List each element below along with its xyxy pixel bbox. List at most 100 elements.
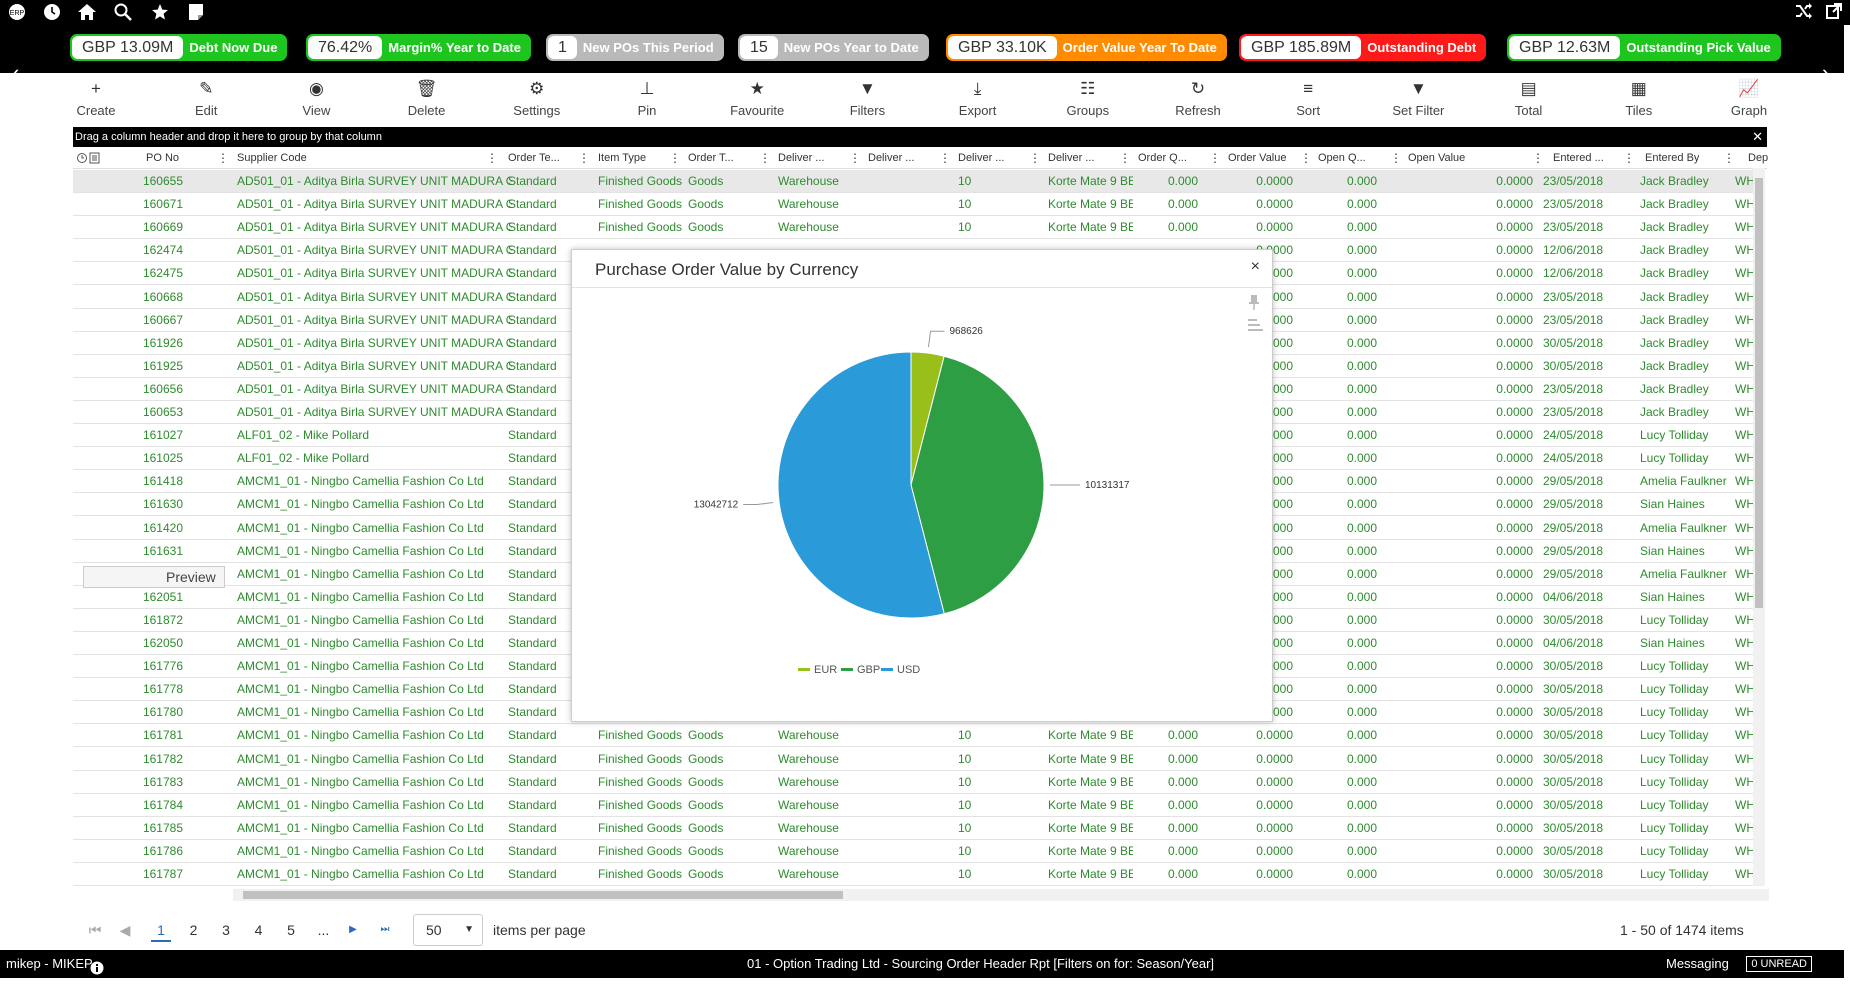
legend-label[interactable]: EUR: [814, 664, 837, 676]
column-header[interactable]: Order Q...: [1138, 152, 1187, 164]
column-menu-icon[interactable]: ⋮: [1623, 151, 1635, 165]
page-link[interactable]: 1: [151, 918, 171, 942]
toolbar-refresh-button[interactable]: ↻ Refresh: [1153, 79, 1243, 118]
export-window-icon[interactable]: [1826, 3, 1842, 24]
kpi-next-arrow-icon[interactable]: ›: [1822, 60, 1830, 85]
table-row[interactable]: 161784 AMCM1_01 - Ningbo Camellia Fashion…: [73, 794, 1759, 817]
kpi-tile[interactable]: 15 New POs Year to Date: [738, 34, 929, 61]
toolbar-settings-button[interactable]: ⚙ Settings: [492, 79, 582, 118]
chart-menu-icon[interactable]: [1247, 318, 1263, 337]
last-page-icon[interactable]: ⏭: [380, 924, 390, 935]
pie-slice-gbp[interactable]: [910, 355, 1045, 615]
pin-icon[interactable]: [1248, 294, 1260, 315]
next-page-icon[interactable]: ▶: [349, 924, 357, 935]
app-logo-icon[interactable]: ERP: [8, 3, 26, 26]
vertical-scroll-thumb[interactable]: [1755, 178, 1763, 608]
column-header[interactable]: Deliver ...: [1048, 152, 1095, 164]
page-link[interactable]: 5: [287, 922, 295, 938]
column-header[interactable]: Deliver ...: [778, 152, 825, 164]
legend-label[interactable]: USD: [897, 664, 920, 676]
toolbar-filters-button[interactable]: ▼ Filters: [822, 79, 912, 118]
items-per-page-select[interactable]: 50 ▼: [413, 914, 483, 946]
column-header[interactable]: Supplier Code: [237, 152, 307, 164]
column-menu-icon[interactable]: ⋮: [849, 151, 861, 165]
column-chooser-icon[interactable]: [77, 152, 101, 167]
kpi-tile[interactable]: GBP 185.89M Outstanding Debt: [1239, 34, 1487, 61]
toolbar-edit-button[interactable]: ✎ Edit: [161, 79, 251, 118]
legend-label[interactable]: GBP: [857, 664, 880, 676]
close-icon[interactable]: ×: [1250, 258, 1260, 275]
toolbar-total-button[interactable]: ▤ Total: [1484, 79, 1574, 118]
column-menu-icon[interactable]: ⋮: [1532, 151, 1544, 165]
kpi-tile[interactable]: 76.42% Margin% Year to Date: [306, 34, 531, 61]
table-row[interactable]: 160671 AD501_01 - Aditya Birla SURVEY UNI…: [73, 193, 1759, 217]
table-row[interactable]: 161783 AMCM1_01 - Ningbo Camellia Fashion…: [73, 771, 1759, 794]
column-menu-icon[interactable]: ⋮: [1209, 151, 1221, 165]
prev-page-icon[interactable]: ◀: [119, 922, 131, 938]
table-row[interactable]: 161780 AMCM1_01 - Ningbo Camellia Fashion…: [73, 701, 1759, 725]
column-menu-icon[interactable]: ⋮: [217, 151, 229, 165]
toolbar-sort-button[interactable]: ≡ Sort: [1263, 79, 1353, 118]
first-page-icon[interactable]: ⏮: [88, 922, 102, 938]
table-row[interactable]: 161631 AMCM1_01 - Ningbo Camellia Fashion…: [73, 540, 1759, 563]
column-menu-icon[interactable]: ⋮: [1390, 151, 1402, 165]
column-menu-icon[interactable]: ⋮: [486, 151, 498, 165]
kpi-tile[interactable]: GBP 33.10K Order Value Year To Date: [946, 34, 1227, 61]
column-menu-icon[interactable]: ⋮: [669, 151, 681, 165]
kpi-prev-arrow-icon[interactable]: ‹: [12, 61, 19, 85]
toolbar-graph-button[interactable]: 📈 Graph: [1704, 79, 1794, 118]
column-header[interactable]: Entered By: [1645, 152, 1700, 164]
toolbar-create-button[interactable]: + Create: [51, 79, 141, 118]
info-icon[interactable]: [90, 957, 104, 985]
column-menu-icon[interactable]: ⋮: [578, 151, 590, 165]
toolbar-favourite-button[interactable]: ★ Favourite: [712, 79, 802, 118]
toolbar-set-filter-button[interactable]: ▼ Set Filter: [1373, 79, 1463, 118]
group-bar-close-icon[interactable]: ✕: [1752, 129, 1763, 144]
toolbar-view-button[interactable]: ◉ View: [271, 79, 361, 118]
column-header[interactable]: Deliver ...: [868, 152, 915, 164]
kpi-tile[interactable]: 1 New POs This Period: [546, 34, 724, 61]
table-row[interactable]: 161926 AD501_01 - Aditya Birla SURVEY UNI…: [73, 332, 1759, 355]
notes-icon[interactable]: [188, 3, 204, 26]
column-menu-icon[interactable]: ⋮: [939, 151, 951, 165]
column-header[interactable]: Deliver ...: [958, 152, 1005, 164]
toolbar-export-button[interactable]: ⤓ Export: [933, 79, 1023, 118]
page-link[interactable]: ...: [317, 922, 330, 938]
pie-slice-usd[interactable]: [777, 351, 945, 619]
vertical-scrollbar[interactable]: [1753, 168, 1765, 886]
search-icon[interactable]: [114, 3, 132, 26]
column-menu-icon[interactable]: ⋮: [759, 151, 771, 165]
column-menu-icon[interactable]: ⋮: [1300, 151, 1312, 165]
column-header[interactable]: Order T...: [688, 152, 734, 164]
toolbar-groups-button[interactable]: ☷ Groups: [1043, 79, 1133, 118]
home-icon[interactable]: [77, 3, 97, 26]
column-menu-icon[interactable]: ⋮: [1029, 151, 1041, 165]
clock-icon[interactable]: [43, 3, 61, 26]
column-header[interactable]: Open Q...: [1318, 152, 1366, 164]
column-header[interactable]: Entered ...: [1553, 152, 1604, 164]
column-menu-icon[interactable]: ⋮: [1723, 151, 1735, 165]
star-icon[interactable]: [151, 3, 169, 26]
table-row[interactable]: 161786 AMCM1_01 - Ningbo Camellia Fashion…: [73, 840, 1759, 863]
horizontal-scrollbar[interactable]: [233, 889, 1769, 901]
page-link[interactable]: 4: [254, 922, 263, 938]
messaging-link[interactable]: Messaging: [1666, 956, 1729, 971]
toolbar-pin-button[interactable]: ⊥ Pin: [602, 79, 692, 118]
column-header[interactable]: Order Te...: [508, 152, 560, 164]
table-row[interactable]: 161787 AMCM1_01 - Ningbo Camellia Fashion…: [73, 863, 1759, 886]
table-row[interactable]: 160669 AD501_01 - Aditya Birla SURVEY UNI…: [73, 216, 1759, 240]
table-row[interactable]: 160655 AD501_01 - Aditya Birla SURVEY UNI…: [73, 170, 1759, 193]
page-link[interactable]: 3: [222, 922, 230, 938]
column-header[interactable]: Order Value: [1228, 152, 1287, 164]
column-header[interactable]: Dep: [1748, 152, 1769, 164]
table-row[interactable]: 161782 AMCM1_01 - Ningbo Camellia Fashion…: [73, 748, 1759, 771]
horizontal-scroll-thumb[interactable]: [243, 891, 843, 899]
column-header[interactable]: Item Type: [598, 152, 647, 164]
unread-badge[interactable]: 0 UNREAD: [1746, 956, 1812, 972]
kpi-tile[interactable]: GBP 13.09M Debt Now Due: [70, 34, 288, 61]
toolbar-tiles-button[interactable]: ▦ Tiles: [1594, 79, 1684, 118]
table-row[interactable]: 161025 ALF01_02 - Mike Pollard Standard 0.0…: [73, 447, 1759, 471]
column-menu-icon[interactable]: ⋮: [1119, 151, 1131, 165]
table-row[interactable]: 161781 AMCM1_01 - Ningbo Camellia Fashion…: [73, 724, 1759, 748]
kpi-tile[interactable]: GBP 12.63M Outstanding Pick Value: [1507, 34, 1781, 61]
